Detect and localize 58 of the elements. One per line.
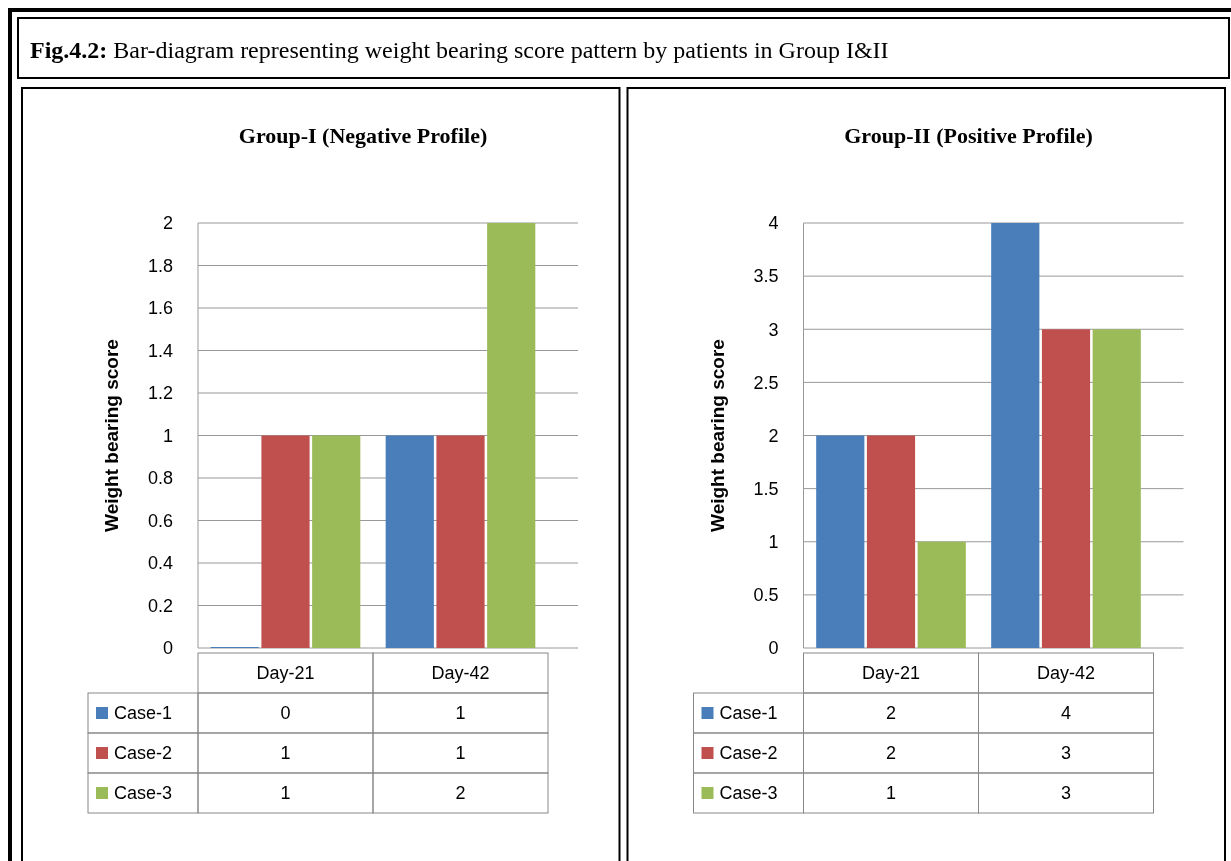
y-tick-label: 1.8 [147, 255, 173, 276]
data-label: 1 [280, 783, 291, 804]
x-tick-label: Day-21 [256, 663, 315, 684]
legend-label: Case-3 [719, 783, 778, 804]
legend-label: Case-2 [114, 743, 173, 764]
x-tick-label: Day-21 [861, 663, 921, 684]
x-tick-label: Day-42 [1036, 663, 1096, 684]
legend-label: Case-3 [114, 783, 173, 804]
y-axis-title: Weight bearing score [101, 339, 122, 532]
chart-title: Group-I (Negative Profile) [238, 123, 488, 148]
data-label: 1 [885, 783, 897, 804]
y-tick-label: 0.4 [147, 553, 173, 574]
y-tick-label: 1.5 [753, 478, 779, 499]
data-label: 3 [1060, 783, 1072, 804]
data-label: 4 [1060, 703, 1072, 724]
bar [991, 223, 1040, 648]
legend-label: Case-1 [719, 703, 778, 724]
data-label: 1 [455, 743, 466, 764]
bar [436, 435, 485, 648]
y-tick-label: 1.6 [147, 298, 173, 319]
caption: Fig.4.2: Bar-diagram representing weight bearing score pattern by patients in Group I&II [30, 37, 889, 63]
y-tick-label: 2 [162, 213, 173, 234]
data-label: 3 [1060, 743, 1072, 764]
data-label: 1 [280, 743, 291, 764]
y-tick-label: 1.4 [147, 340, 173, 361]
y-tick-label: 0.5 [753, 585, 779, 606]
legend-label: Case-2 [719, 743, 778, 764]
y-tick-label: 0.6 [147, 510, 173, 531]
bar [312, 435, 361, 648]
bar [487, 223, 536, 648]
bar [1092, 329, 1141, 648]
bar [1041, 329, 1091, 648]
y-tick-label: 3.5 [753, 266, 779, 287]
legend-label: Case-1 [114, 703, 173, 724]
x-tick-label: Day-42 [431, 663, 490, 684]
y-tick-label: 0.2 [147, 595, 173, 616]
y-tick-label: 4 [768, 213, 779, 234]
data-label: 2 [885, 743, 897, 764]
y-tick-label: 0.8 [147, 468, 173, 489]
y-tick-label: 1.2 [147, 383, 173, 404]
bar [917, 541, 966, 648]
y-tick-label: 2.5 [753, 372, 779, 393]
y-tick-label: 2 [768, 425, 779, 446]
bar [866, 435, 916, 648]
data-label: 2 [885, 703, 897, 724]
chart-title: Group-II (Positive Profile) [844, 123, 1093, 148]
bar [816, 435, 865, 648]
y-tick-label: 1 [768, 532, 779, 553]
y-tick-label: 1 [162, 425, 173, 446]
bar [385, 435, 434, 648]
data-label: 0 [280, 703, 291, 724]
data-label: 2 [455, 783, 466, 804]
y-tick-label: 0 [768, 638, 779, 659]
y-tick-label: 0 [162, 638, 173, 659]
y-tick-label: 3 [768, 319, 779, 340]
bar [261, 435, 310, 648]
data-label: 1 [455, 703, 466, 724]
y-axis-title: Weight bearing score [706, 339, 728, 532]
